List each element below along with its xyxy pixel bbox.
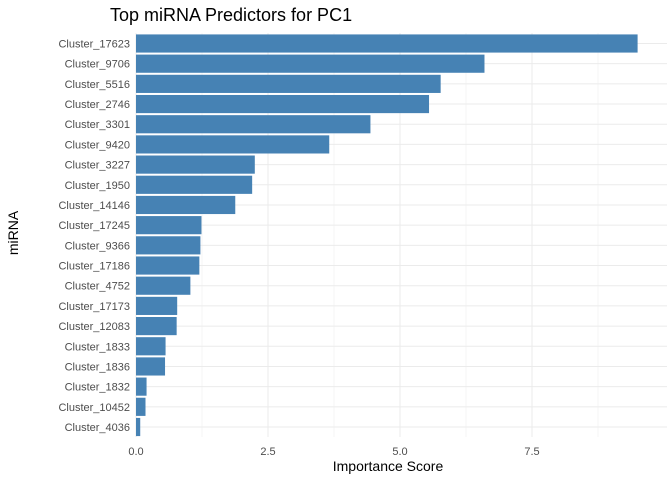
chart-title: Top miRNA Predictors for PC1 — [110, 5, 352, 25]
y-tick-label: Cluster_17173 — [58, 301, 130, 313]
bar — [136, 256, 200, 275]
bar — [136, 195, 236, 215]
y-tick-label: Cluster_17623 — [58, 39, 130, 51]
grid — [135, 33, 667, 437]
x-tick-label: 0.0 — [128, 446, 143, 458]
bar — [136, 175, 253, 194]
bar — [136, 74, 441, 93]
y-tick-label: Cluster_10452 — [58, 402, 130, 414]
bar — [136, 216, 202, 235]
bar — [136, 357, 166, 376]
x-axis-title: Importance Score — [333, 458, 444, 474]
y-axis-title: miRNA — [5, 210, 21, 255]
y-tick-label: Cluster_1836 — [65, 361, 130, 373]
y-tick-label: Cluster_17186 — [58, 261, 130, 273]
bar — [136, 94, 430, 114]
y-tick-label: Cluster_12083 — [58, 321, 130, 333]
x-tick-label: 5.0 — [392, 446, 407, 458]
bar — [136, 135, 330, 154]
x-axis-tick-labels: 0.0 2.5 5.0 7.5 — [128, 446, 539, 458]
y-tick-label: Cluster_3301 — [65, 119, 130, 131]
y-tick-label: Cluster_1832 — [65, 382, 130, 394]
y-tick-label: Cluster_17245 — [58, 220, 130, 232]
y-tick-label: Cluster_9420 — [65, 139, 130, 151]
bar — [136, 236, 201, 255]
y-axis-tick-labels: Cluster_17623 Cluster_9706 Cluster_5516 Clu… — [58, 39, 130, 435]
bar — [136, 276, 191, 295]
y-tick-label: Cluster_1950 — [65, 180, 130, 192]
y-tick-label: Cluster_1833 — [65, 341, 130, 353]
bar — [136, 316, 177, 336]
bar — [136, 115, 371, 134]
bar — [136, 296, 178, 315]
y-tick-label: Cluster_5516 — [65, 79, 130, 91]
bar — [136, 54, 485, 73]
x-tick-label: 2.5 — [260, 446, 275, 458]
bar — [136, 377, 147, 396]
y-tick-label: Cluster_9706 — [65, 59, 130, 71]
y-tick-label: Cluster_2746 — [65, 99, 130, 111]
bars — [136, 34, 638, 437]
y-tick-label: Cluster_4036 — [65, 422, 130, 434]
bar — [136, 155, 255, 174]
y-tick-label: Cluster_14146 — [58, 200, 130, 212]
x-tick-label: 7.5 — [524, 446, 539, 458]
y-tick-label: Cluster_9366 — [65, 240, 130, 252]
y-tick-label: Cluster_4752 — [65, 281, 130, 293]
bar — [136, 337, 166, 356]
bar — [136, 397, 146, 416]
bar — [136, 34, 638, 53]
y-tick-label: Cluster_3227 — [65, 160, 130, 172]
bar — [136, 417, 141, 437]
